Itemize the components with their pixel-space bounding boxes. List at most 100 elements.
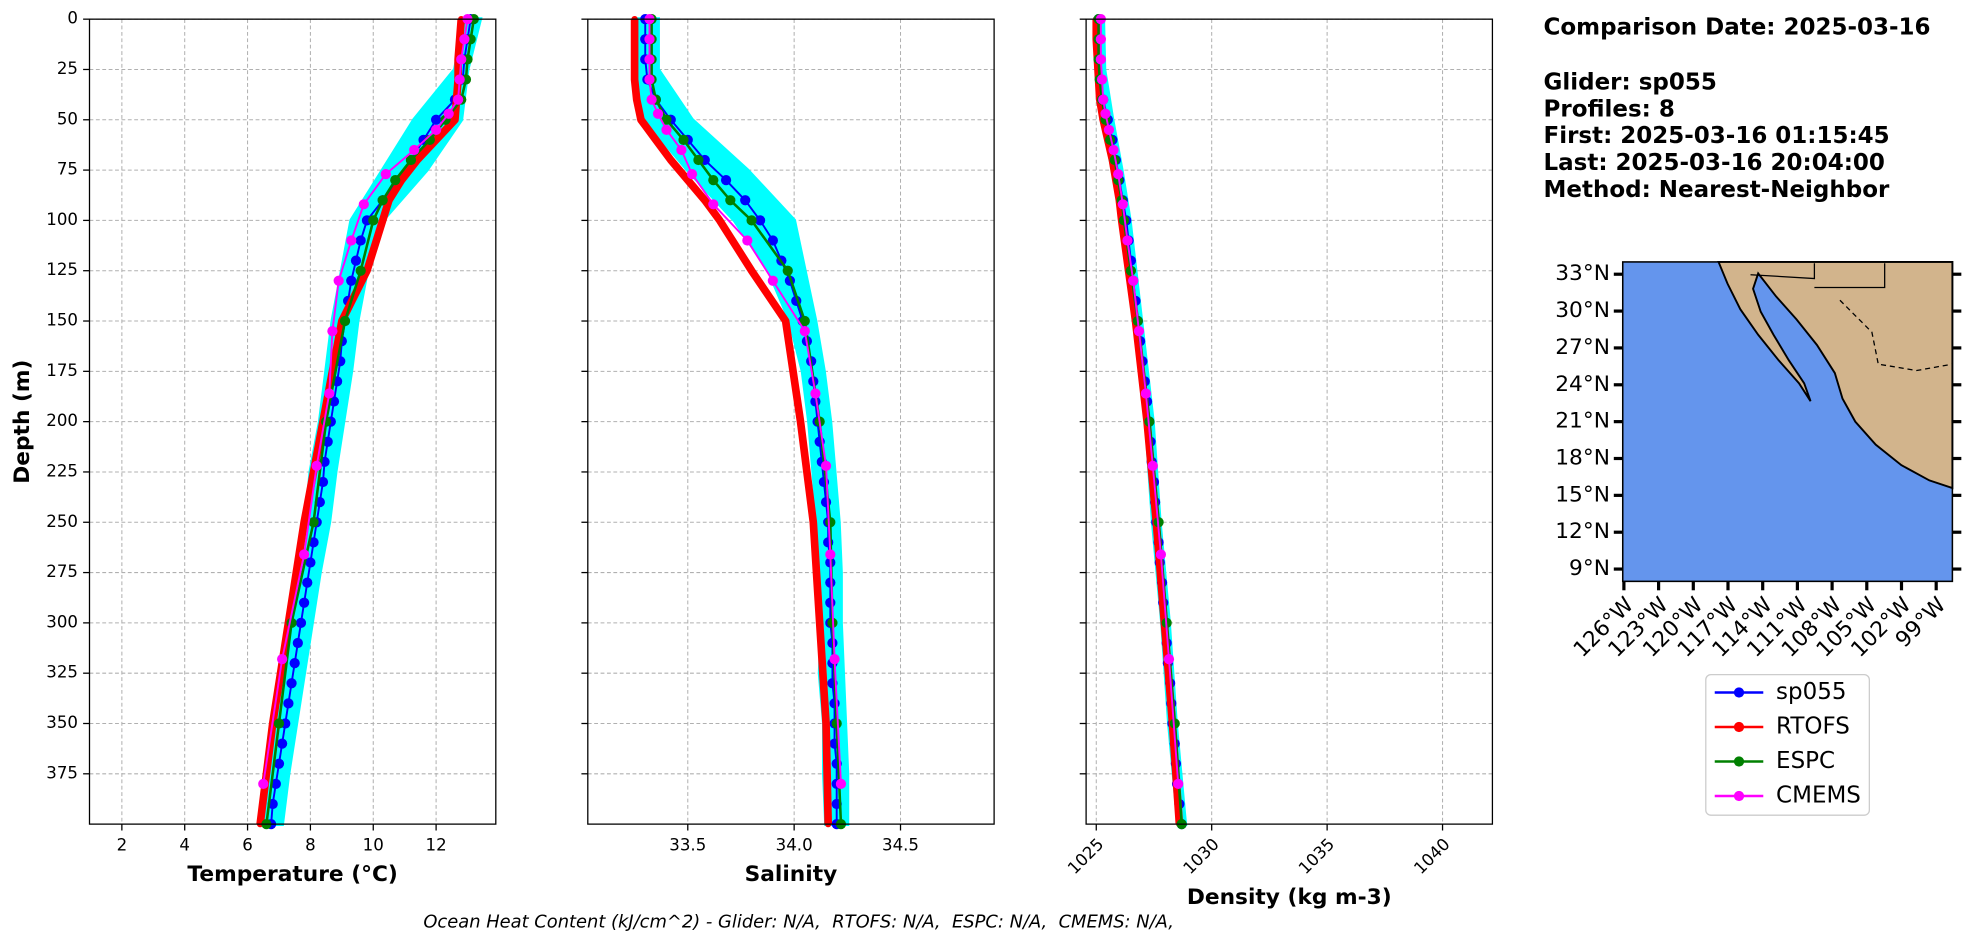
marker	[1173, 778, 1184, 789]
info-line: Glider: sp055	[1544, 70, 1717, 96]
marker	[408, 144, 420, 156]
map-lat-label: 18°N	[1555, 445, 1610, 470]
marker	[295, 617, 307, 628]
x-tick-label: 10	[363, 835, 384, 854]
map-lat-label: 30°N	[1555, 298, 1610, 323]
marker	[355, 235, 366, 246]
marker	[708, 175, 719, 186]
marker	[701, 197, 708, 204]
map-lat-label: 12°N	[1555, 519, 1610, 544]
info-line: First: 2025-03-16 01:15:45	[1544, 123, 1890, 149]
marker	[1140, 388, 1152, 399]
marker	[810, 388, 821, 399]
marker	[797, 418, 804, 425]
marker	[305, 557, 316, 568]
marker	[1103, 124, 1115, 135]
marker	[390, 175, 401, 186]
marker	[742, 235, 753, 246]
marker	[451, 116, 459, 123]
marker	[286, 678, 297, 689]
marker	[825, 517, 836, 528]
marker	[748, 267, 755, 274]
y-tick-label: 250	[46, 512, 78, 531]
marker	[799, 315, 810, 327]
y-tick-label: 150	[46, 311, 78, 330]
marker	[1096, 74, 1108, 85]
marker	[350, 255, 362, 266]
map-lat-label: 33°N	[1555, 261, 1610, 286]
marker	[816, 619, 823, 627]
legend-marker	[1733, 756, 1745, 767]
marker	[644, 74, 655, 85]
map	[1621, 260, 1954, 583]
marker	[667, 156, 674, 164]
marker	[292, 637, 303, 649]
map-lat-label: 21°N	[1555, 409, 1610, 434]
marker	[1133, 325, 1145, 337]
marker	[286, 617, 297, 628]
info-line: Profiles: 8	[1544, 96, 1675, 122]
marker	[1155, 549, 1167, 560]
marker	[311, 460, 322, 472]
marker	[355, 265, 366, 276]
marker	[1163, 653, 1175, 665]
marker	[1100, 108, 1111, 119]
marker	[684, 176, 691, 184]
map-lat-label: 27°N	[1555, 335, 1610, 360]
y-axis-label: Depth (m)	[10, 360, 35, 484]
marker	[693, 154, 704, 166]
map-lat-label: 15°N	[1555, 482, 1610, 507]
y-tick-label: 75	[57, 160, 78, 179]
marker	[661, 114, 672, 125]
x-tick-label: 6	[242, 835, 253, 854]
x-tick-label: 2	[117, 835, 128, 854]
marker	[277, 653, 288, 665]
marker	[631, 76, 638, 83]
line	[630, 19, 833, 825]
x-axis-label: Temperature (°C)	[187, 862, 397, 887]
marker	[283, 698, 294, 709]
marker	[1098, 94, 1109, 105]
marker	[708, 199, 719, 210]
marker	[339, 315, 351, 327]
y-tick-label: 375	[46, 763, 78, 782]
marker	[299, 549, 310, 560]
marker	[767, 275, 778, 286]
marker	[327, 325, 338, 337]
y-tick-label: 275	[46, 562, 78, 581]
legend-label: sp055	[1776, 679, 1846, 705]
y-tick-label: 100	[46, 210, 78, 229]
marker	[443, 108, 454, 119]
axes-frame	[587, 18, 995, 825]
marker	[1113, 169, 1124, 180]
marker	[379, 217, 386, 224]
x-tick-label: 34.5	[882, 835, 919, 854]
marker	[637, 116, 645, 123]
marker	[1169, 718, 1180, 729]
marker	[644, 54, 655, 65]
marker	[652, 108, 664, 119]
legend-label: RTOFS	[1776, 714, 1850, 740]
marker	[333, 275, 344, 286]
marker	[273, 718, 285, 729]
marker	[676, 144, 687, 156]
marker	[405, 154, 417, 166]
marker	[1095, 34, 1106, 45]
marker	[652, 136, 660, 144]
y-tick-label: 325	[46, 663, 78, 682]
marker	[321, 416, 332, 427]
y-tick-label: 200	[46, 411, 78, 430]
marker	[820, 460, 832, 472]
info-line: Last: 2025-03-16 20:04:00	[1544, 150, 1885, 176]
map-lat-label: 24°N	[1555, 372, 1610, 397]
x-tick-label: 12	[426, 835, 447, 854]
marker	[302, 577, 313, 588]
marker	[720, 175, 732, 186]
legend-label: CMEMS	[1776, 783, 1861, 809]
comparison-date: Comparison Date: 2025-03-16	[1544, 15, 1931, 41]
marker	[308, 517, 319, 528]
marker	[686, 169, 698, 180]
state-border	[1839, 299, 1953, 372]
marker	[430, 124, 442, 135]
x-axis-label: Density (kg m-3)	[1187, 885, 1392, 910]
